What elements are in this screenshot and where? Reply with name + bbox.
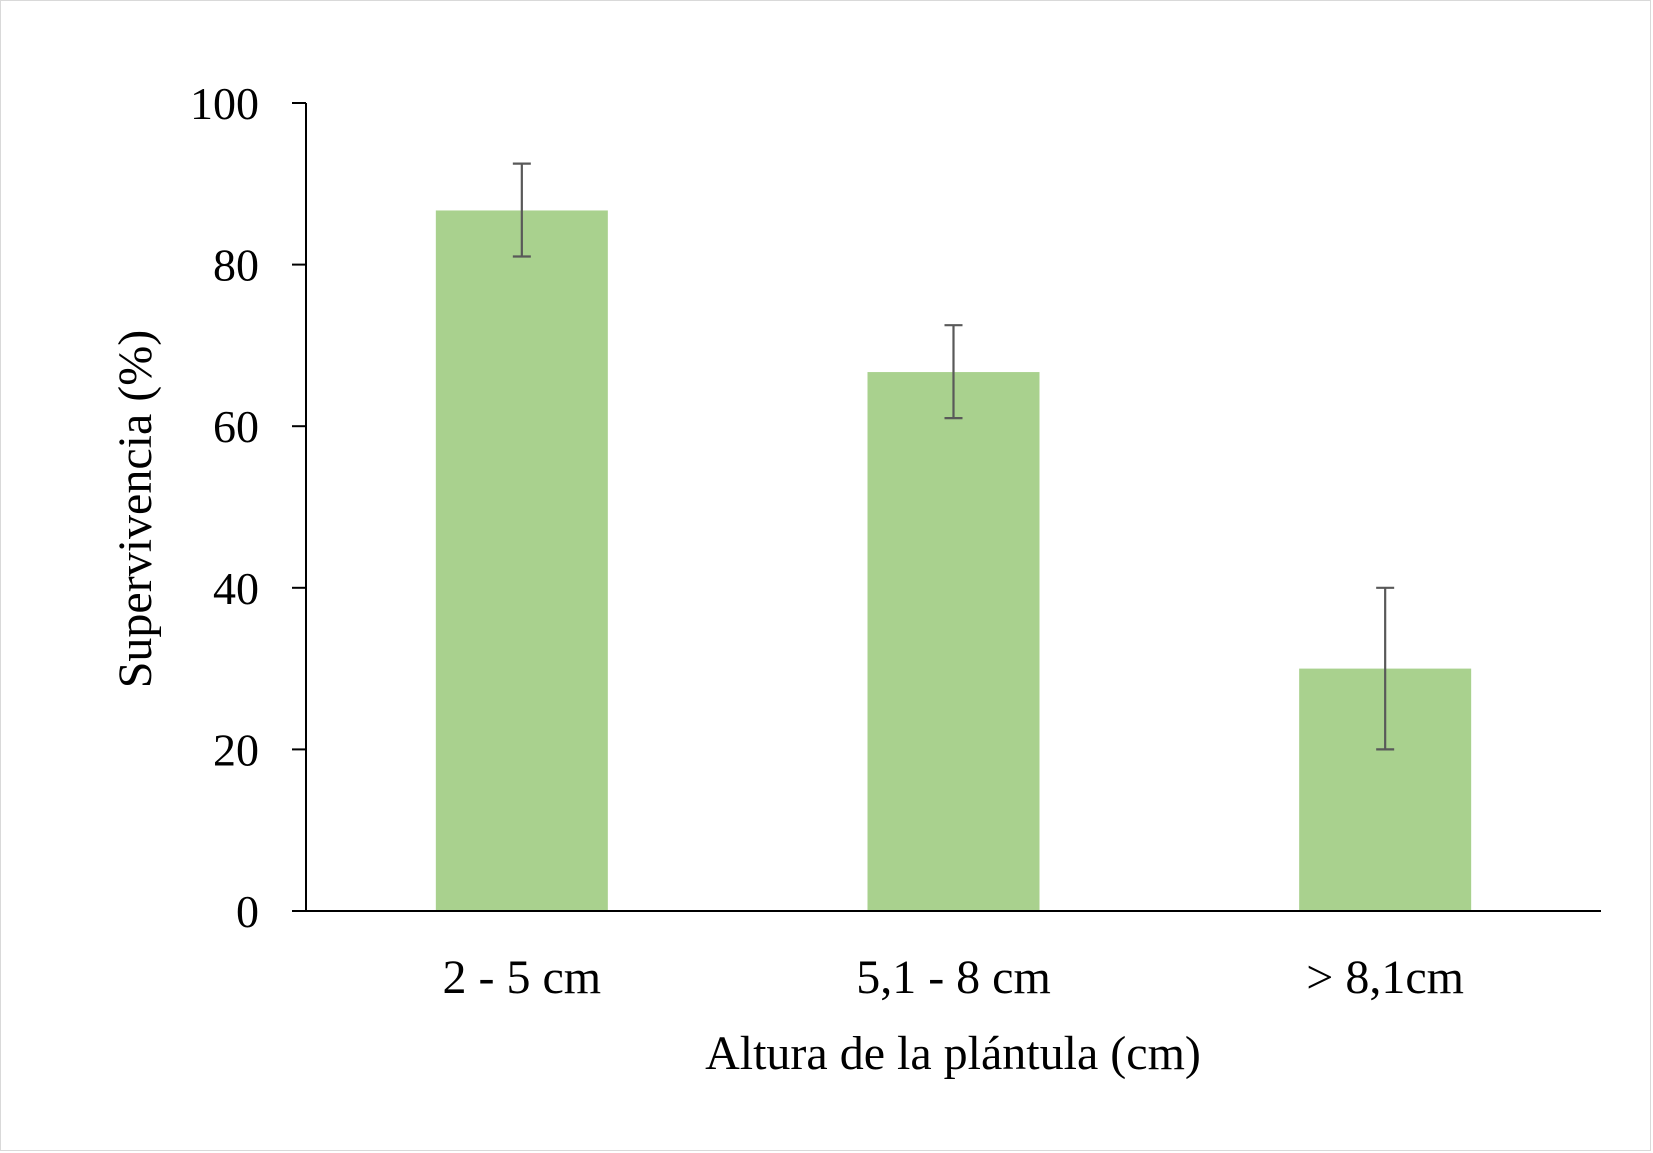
y-tick-label-40: 40 bbox=[213, 563, 259, 614]
error-bars-group bbox=[512, 162, 1395, 751]
x-categories-group: 2 - 5 cm 5,1 - 8 cm > 8,1cm bbox=[443, 951, 1465, 1004]
bar-1 bbox=[435, 210, 608, 912]
y-tick-label-60: 60 bbox=[213, 401, 259, 452]
y-tick-label-20: 20 bbox=[213, 724, 259, 775]
x-axis-title: Altura de la plántula (cm) bbox=[705, 1027, 1201, 1080]
axes-group bbox=[292, 103, 1601, 912]
x-category-label-1: 2 - 5 cm bbox=[443, 951, 602, 1004]
bars-group bbox=[435, 210, 1472, 912]
y-tick-label-80: 80 bbox=[213, 240, 259, 291]
y-tick-label-100: 100 bbox=[190, 78, 259, 129]
x-category-label-3: > 8,1cm bbox=[1306, 951, 1464, 1004]
y-axis-title: Supervivencia (%) bbox=[109, 330, 162, 689]
bar-2 bbox=[867, 372, 1040, 912]
y-tick-label-0: 0 bbox=[236, 886, 259, 937]
x-category-label-2: 5,1 - 8 cm bbox=[856, 951, 1051, 1004]
y-ticks-group: 0 20 40 60 80 100 bbox=[190, 78, 306, 937]
